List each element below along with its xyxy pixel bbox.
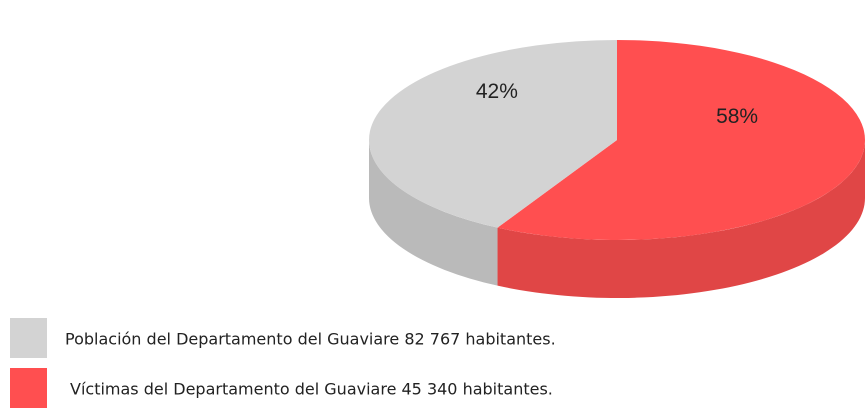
slice [369,40,617,228]
legend-label: Víctimas del Departamento del Guaviare 4… [70,380,553,399]
slice-side [497,140,865,298]
legend-label: Población del Departamento del Guaviare … [65,330,556,349]
legend-swatch [10,368,47,408]
legend-swatch [10,318,47,358]
value-label: 42% [476,80,518,103]
value-label: 58% [716,105,758,128]
slice [497,40,865,240]
slice-side [369,140,498,286]
